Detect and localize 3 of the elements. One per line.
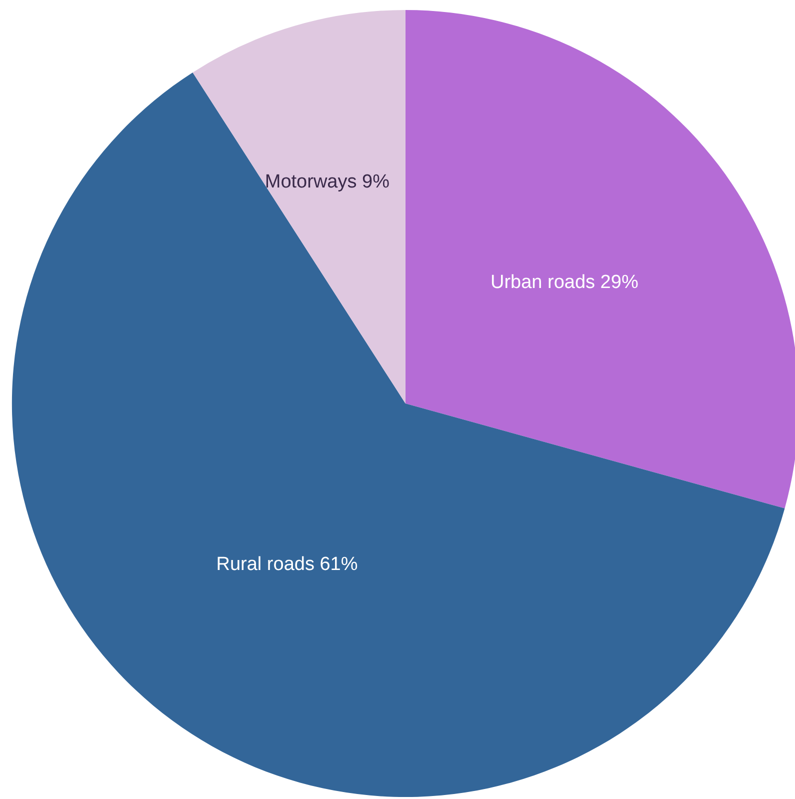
slice-label: Rural roads 61% xyxy=(216,554,358,575)
slice-label: Motorways 9% xyxy=(264,171,390,192)
slice-label: Urban roads 29% xyxy=(490,272,638,294)
